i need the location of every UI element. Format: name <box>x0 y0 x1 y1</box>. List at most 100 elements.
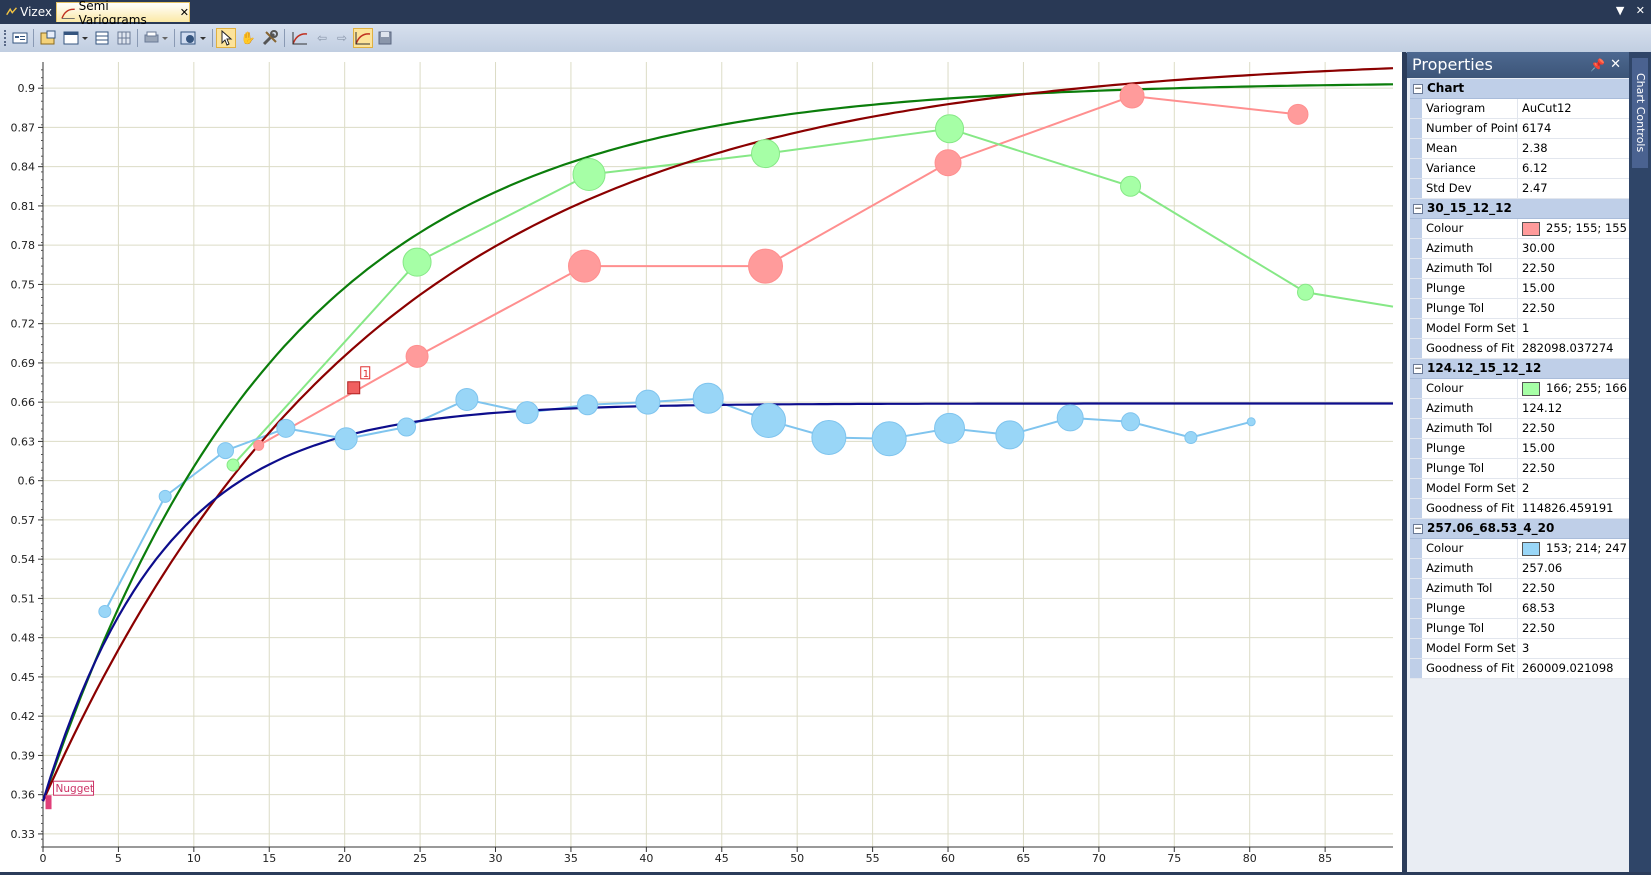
property-value[interactable]: 255; 155; 155 <box>1518 219 1629 238</box>
property-row[interactable]: Goodness of Fit (I 260009.021098 <box>1410 659 1629 679</box>
data-point[interactable] <box>226 458 240 472</box>
export-icon[interactable] <box>179 28 209 48</box>
data-point[interactable] <box>1121 412 1141 432</box>
grid-icon[interactable] <box>92 28 112 48</box>
data-point[interactable] <box>405 344 429 368</box>
data-point[interactable] <box>1119 83 1145 109</box>
data-point[interactable] <box>402 247 432 277</box>
property-value[interactable]: 22.50 <box>1518 259 1629 278</box>
property-row[interactable]: Variance 6.12 <box>1410 159 1629 179</box>
property-row[interactable]: Colour 153; 214; 247 <box>1410 539 1629 559</box>
property-row[interactable]: Azimuth Tol 22.50 <box>1410 419 1629 439</box>
colour-swatch[interactable] <box>1522 381 1540 396</box>
model-curve-1[interactable] <box>41 67 1394 802</box>
property-row[interactable]: Colour 255; 155; 155 <box>1410 219 1629 239</box>
data-point[interactable] <box>397 417 417 437</box>
property-value[interactable]: 68.53 <box>1518 599 1629 618</box>
property-value[interactable]: 282098.037274 <box>1518 339 1629 358</box>
back-arrow-icon[interactable]: ⇦ <box>316 31 328 45</box>
colour-swatch[interactable] <box>1522 541 1540 556</box>
data-point[interactable] <box>455 388 479 412</box>
tab-semi-variograms[interactable]: Semi Variograms ✕ <box>56 0 190 27</box>
property-value[interactable]: 153; 214; 247 <box>1518 539 1629 558</box>
property-row[interactable]: Number of Points 6174 <box>1410 119 1629 139</box>
data-point[interactable] <box>635 389 661 415</box>
model-curve-0[interactable] <box>41 83 1394 802</box>
property-row[interactable]: Mean 2.38 <box>1410 139 1629 159</box>
property-row[interactable]: Azimuth 257.06 <box>1410 559 1629 579</box>
property-row[interactable]: Plunge 68.53 <box>1410 599 1629 619</box>
property-row[interactable]: Goodness of Fit (I 282098.037274 <box>1410 339 1629 359</box>
property-value[interactable]: 15.00 <box>1518 279 1629 298</box>
property-row[interactable]: Plunge Tol 22.50 <box>1410 459 1629 479</box>
data-point[interactable] <box>1120 175 1142 197</box>
data-point[interactable] <box>158 489 172 503</box>
data-point[interactable] <box>935 114 965 144</box>
data-point[interactable] <box>276 418 296 438</box>
close-icon[interactable]: ✕ <box>1635 4 1645 17</box>
data-point[interactable] <box>811 419 847 455</box>
data-point[interactable] <box>934 149 962 177</box>
close-icon[interactable]: ✕ <box>1610 57 1621 72</box>
property-value[interactable]: 22.50 <box>1518 579 1629 598</box>
collapse-icon[interactable]: − <box>1413 364 1423 374</box>
property-row[interactable]: Colour 166; 255; 166 <box>1410 379 1629 399</box>
nugget-handle[interactable] <box>45 795 52 810</box>
property-category[interactable]: −124.12_15_12_12 <box>1410 359 1629 379</box>
data-point[interactable] <box>1056 404 1084 432</box>
print-icon[interactable] <box>142 28 170 48</box>
data-point[interactable] <box>751 139 781 169</box>
property-category[interactable]: −257.06_68.53_4_20 <box>1410 519 1629 539</box>
property-row[interactable]: Azimuth Tol 22.50 <box>1410 259 1629 279</box>
model-fit-icon[interactable] <box>353 28 373 48</box>
property-value[interactable]: 22.50 <box>1518 459 1629 478</box>
chart-controls-tab[interactable]: Chart Controls <box>1632 58 1648 168</box>
properties-icon[interactable] <box>10 28 30 48</box>
property-value[interactable]: 166; 255; 166 <box>1518 379 1629 398</box>
data-point[interactable] <box>871 421 907 457</box>
collapse-icon[interactable]: − <box>1413 204 1423 214</box>
data-point[interactable] <box>568 249 602 283</box>
variogram-curve-icon[interactable] <box>290 28 310 48</box>
table-icon[interactable] <box>114 28 134 48</box>
property-value[interactable]: 22.50 <box>1518 299 1629 318</box>
property-value[interactable]: 6.12 <box>1518 159 1629 178</box>
forward-arrow-icon[interactable]: ⇨ <box>336 31 348 45</box>
save-icon[interactable] <box>375 28 395 48</box>
data-point[interactable] <box>217 442 235 460</box>
data-point[interactable] <box>334 427 358 451</box>
data-point[interactable] <box>572 158 606 192</box>
property-value[interactable]: 30.00 <box>1518 239 1629 258</box>
pan-hand-icon[interactable]: ✋ <box>240 31 256 45</box>
property-row[interactable]: Azimuth 30.00 <box>1410 239 1629 259</box>
property-value[interactable]: 1 <box>1518 319 1629 338</box>
property-row[interactable]: Variogram AuCut12 <box>1410 99 1629 119</box>
collapse-icon[interactable]: − <box>1413 84 1423 94</box>
data-point[interactable] <box>934 412 966 444</box>
data-point[interactable] <box>1184 430 1198 444</box>
property-value[interactable]: 260009.021098 <box>1518 659 1629 678</box>
property-value[interactable]: 6174 <box>1518 119 1629 138</box>
range-handle[interactable] <box>347 381 361 395</box>
chart-area[interactable]: 0 5 10 15 20 25 30 35 40 45 50 55 60 65 70 75 80 85 0.33 0.… <box>0 52 1406 872</box>
data-point[interactable] <box>692 382 724 414</box>
property-value[interactable]: 22.50 <box>1518 419 1629 438</box>
list-icon[interactable] <box>62 28 90 48</box>
data-point[interactable] <box>1246 417 1256 427</box>
property-row[interactable]: Model Form Set T 3 <box>1410 639 1629 659</box>
property-row[interactable]: Model Form Set T 1 <box>1410 319 1629 339</box>
property-value[interactable]: 22.50 <box>1518 619 1629 638</box>
semi-variogram-chart[interactable]: 0 5 10 15 20 25 30 35 40 45 50 55 60 65 70 75 80 85 0.33 0.… <box>0 52 1402 872</box>
data-point[interactable] <box>515 401 539 425</box>
property-value[interactable]: 2.47 <box>1518 179 1629 198</box>
data-point[interactable] <box>995 420 1025 450</box>
property-value[interactable]: 2.38 <box>1518 139 1629 158</box>
property-row[interactable]: Std Dev 2.47 <box>1410 179 1629 199</box>
data-point[interactable] <box>98 605 112 618</box>
collapse-icon[interactable]: − <box>1413 524 1423 534</box>
data-point[interactable] <box>751 402 787 438</box>
property-category[interactable]: −30_15_12_12 <box>1410 199 1629 219</box>
property-value[interactable]: 124.12 <box>1518 399 1629 418</box>
data-point[interactable] <box>1287 103 1309 125</box>
layout-icon[interactable] <box>38 28 58 48</box>
